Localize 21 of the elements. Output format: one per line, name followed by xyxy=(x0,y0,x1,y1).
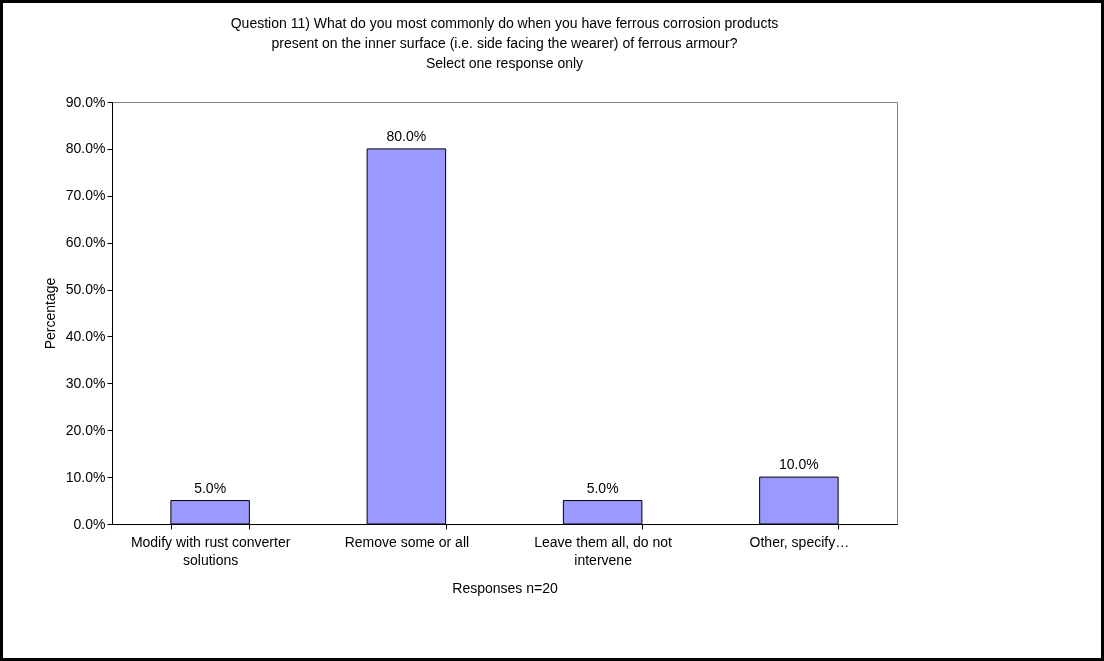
data-label: 5.0% xyxy=(586,479,619,496)
y-tick-label: 90.0% xyxy=(65,93,106,110)
x-tick-label: Other, specify… xyxy=(749,533,850,550)
y-axis-title: Percentage xyxy=(41,277,58,350)
x-axis-title: Responses n=20 xyxy=(452,579,558,596)
data-label: 80.0% xyxy=(386,127,427,144)
data-label: 10.0% xyxy=(779,456,819,473)
y-tick-label: 20.0% xyxy=(65,421,106,438)
y-tick-label: 80.0% xyxy=(65,140,106,157)
y-tick-label: 40.0% xyxy=(65,327,106,344)
y-tick-label: 70.0% xyxy=(65,187,106,204)
y-tick-label: 0.0% xyxy=(73,515,106,532)
y-tick-label: 30.0% xyxy=(65,374,106,391)
y-tick-label: 10.0% xyxy=(65,468,106,485)
x-tick-label: Remove some or all xyxy=(344,533,470,550)
x-tick-label: Modify with rust converter solutions xyxy=(130,533,291,568)
y-tick-label: 50.0% xyxy=(65,281,106,298)
x-tick-label: Leave them all, do not intervene xyxy=(534,533,673,568)
y-tick-label: 60.0% xyxy=(65,234,106,251)
chart-title: Question 11) What do you most commonly do when you have ferrous corrosion products present on the inner surface (i.e. side facing the wearer) of ferrous armour? Select one response only xyxy=(230,15,779,71)
data-label: 5.0% xyxy=(194,479,227,496)
